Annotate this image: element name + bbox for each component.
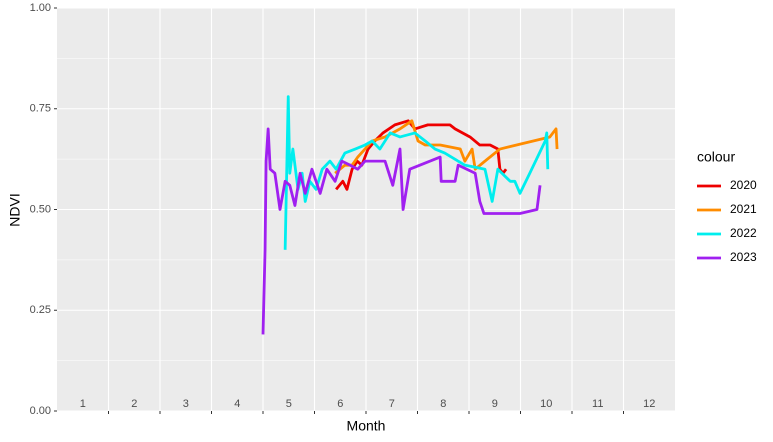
y-tick-label: 0.50 xyxy=(30,203,51,215)
x-tick-label: 3 xyxy=(183,398,189,410)
series-line xyxy=(335,119,508,191)
y-tick-label: 0.25 xyxy=(30,304,51,316)
x-tick-label: 11 xyxy=(592,398,603,410)
legend-label: 2023 xyxy=(730,250,757,264)
legend-label: 2020 xyxy=(730,178,757,192)
x-tick-label: 1 xyxy=(80,398,86,410)
x-tick-label: 6 xyxy=(337,398,343,410)
x-tick-label: 9 xyxy=(492,398,498,410)
legend-label: 2022 xyxy=(730,226,757,240)
grid xyxy=(57,7,675,412)
x-tick-label: 4 xyxy=(234,398,240,410)
legend-label: 2021 xyxy=(730,202,757,216)
x-tick-label: 5 xyxy=(286,398,292,410)
y-tick-label: 1.00 xyxy=(30,2,51,14)
lines xyxy=(261,95,559,335)
legend-title: colour xyxy=(697,149,735,165)
x-tick-label: 10 xyxy=(540,398,552,410)
x-tick-label: 8 xyxy=(440,398,446,410)
series-line xyxy=(261,127,542,335)
x-tick-label: 12 xyxy=(643,398,655,410)
x-tick-label: 2 xyxy=(131,398,137,410)
series-line xyxy=(334,119,559,175)
y-tick-label: 0.00 xyxy=(30,405,51,417)
y-tick-label: 0.75 xyxy=(30,103,51,115)
x-tick-label: 7 xyxy=(389,398,395,410)
y-axis-title: NDVI xyxy=(7,193,23,226)
x-axis-title: Month xyxy=(347,418,386,434)
